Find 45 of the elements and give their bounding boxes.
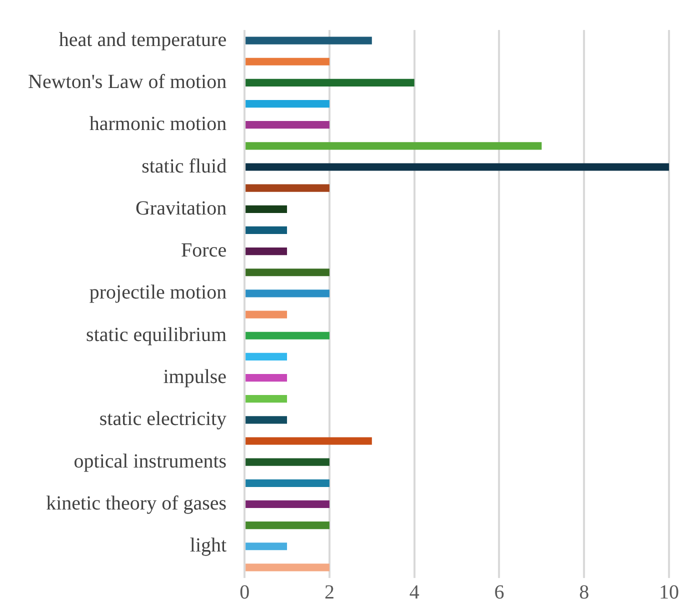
bar (246, 395, 288, 403)
x-tick-label: 10 (659, 581, 679, 604)
bar (246, 205, 288, 213)
y-tick-label: Gravitation (135, 197, 227, 220)
y-tick-label: light (190, 534, 228, 557)
bar (246, 352, 288, 360)
bar (246, 100, 330, 108)
x-tick-label: 0 (240, 581, 250, 604)
bar (246, 184, 330, 192)
bar (246, 290, 330, 298)
bar (246, 78, 414, 86)
bar (246, 374, 288, 382)
x-tick-label: 8 (579, 581, 590, 604)
y-tick-label: heat and temperature (58, 28, 227, 51)
bar (246, 437, 372, 445)
bar (246, 36, 372, 44)
bar (246, 58, 330, 66)
x-tick-label: 4 (409, 581, 420, 604)
bar (246, 121, 330, 129)
bar (246, 500, 330, 508)
y-tick-label: kinetic theory of gases (46, 492, 227, 514)
bar (246, 163, 669, 171)
bar (246, 332, 330, 340)
bar (246, 248, 288, 256)
x-tick-label: 2 (324, 581, 334, 604)
y-tick-label: impulse (163, 366, 227, 388)
y-tick-label: Force (181, 240, 227, 262)
bar (246, 542, 288, 550)
bar (246, 564, 330, 572)
y-tick-label: harmonic motion (89, 113, 227, 136)
bar (246, 142, 542, 150)
x-tick-label: 6 (494, 581, 504, 604)
bar (246, 226, 288, 234)
y-tick-label: static equilibrium (86, 324, 228, 346)
bar (246, 310, 288, 318)
bar (246, 522, 330, 530)
y-tick-label: projectile motion (89, 282, 227, 304)
bar (246, 479, 330, 487)
y-tick-label: static fluid (142, 155, 227, 178)
y-tick-label: optical instruments (74, 450, 227, 472)
y-tick-label: Newton's Law of motion (28, 70, 227, 93)
y-tick-label: static electricity (99, 408, 227, 430)
bar (246, 268, 330, 276)
bar (246, 458, 330, 466)
bar (246, 416, 288, 424)
